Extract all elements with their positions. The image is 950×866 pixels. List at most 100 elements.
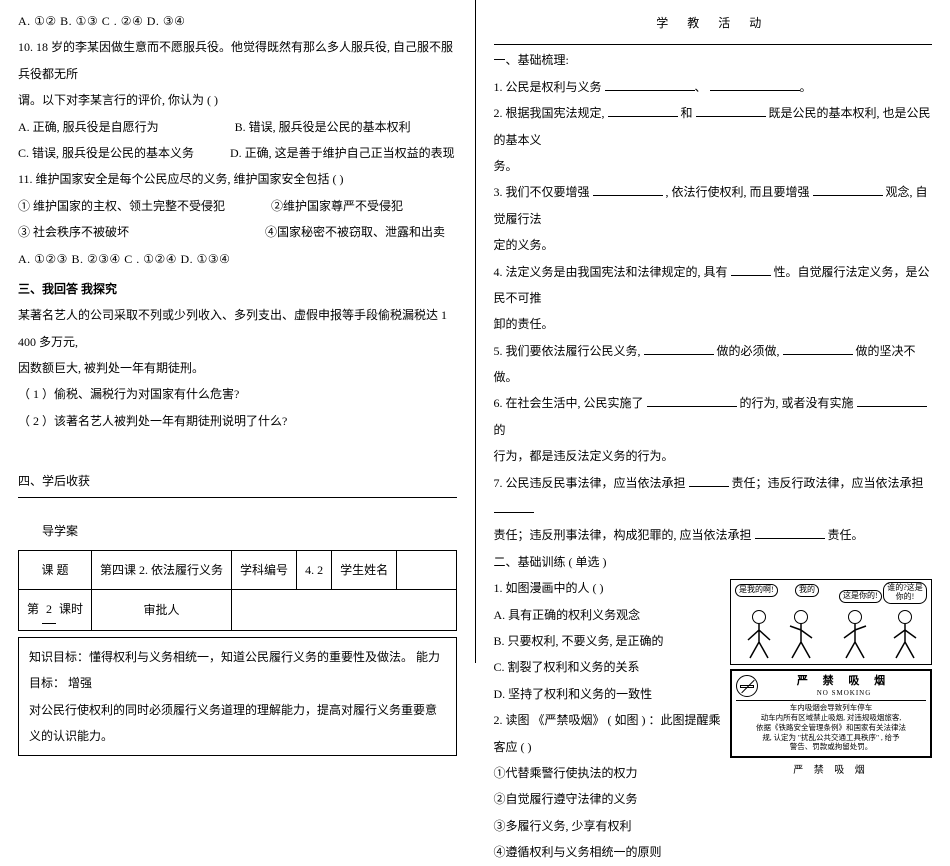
cell-student-blank[interactable] (397, 551, 456, 590)
sign-title-cn: 严 禁 吸 烟 (762, 674, 926, 689)
text: 对公民行使权利的同时必须履行义务道理的理解能力，提高对履行义务重要意义的认识能力… (29, 703, 437, 743)
q10-opt-c: C. 错误, 服兵役是公民的基本义务 (18, 146, 194, 160)
q11-options: A. ①②③ B. ②③④ C . ①②④ D. ①③④ (18, 246, 457, 272)
s3-p2: 因数额巨大, 被判处一年有期徒刑。 (18, 355, 457, 381)
line3b: 定的义务。 (494, 232, 933, 258)
text: 责任；违反刑事法律，构成犯罪的, 应当依法承担 (494, 528, 752, 542)
text: D. 坚持了权利和义务的一致性 (494, 687, 653, 701)
blank[interactable] (605, 79, 695, 91)
q11-item4: ④国家秘密不被窃取、泄露和出卖 (265, 225, 445, 239)
cell-topic-label: 课 题 (19, 551, 92, 590)
text: A. 具有正确的权利义务观念 (494, 608, 641, 622)
person-icon (745, 610, 773, 660)
text: 11. 维护国家安全是每个公民应尽的义务, 维护国家安全包括 ( ) (18, 172, 344, 186)
blank[interactable] (857, 395, 927, 407)
text: 三、我回答 我探究 (18, 282, 117, 296)
figure-group: 是我的啊! 我的 这是你的! 谁的?这是你的! (730, 579, 932, 782)
blank[interactable] (696, 105, 766, 117)
blank[interactable] (755, 527, 825, 539)
section-4-title: 四、学后收获 (18, 468, 457, 494)
text: 10. 18 岁的李某因做生意而不愿服兵役。他觉得既然有那么多人服兵役, 自己服… (18, 40, 453, 80)
person-icon (841, 610, 869, 660)
cell-code-label: 学科编号 (232, 551, 297, 590)
text: , 依法行使权利, 而且要增强 (666, 185, 810, 199)
divider (494, 44, 933, 45)
text: A. ①②③ B. ②③④ C . ①②④ D. ①③④ (18, 252, 230, 266)
comic-panel: 是我的啊! 我的 这是你的! 谁的?这是你的! (730, 579, 932, 665)
blank[interactable] (593, 184, 663, 196)
line4: 4. 法定义务是由我国宪法和法律规定的, 具有 性。自觉履行法定义务，是公民不可… (494, 259, 933, 312)
line2: 2. 根据我国宪法规定, 和 既是公民的基本权利, 也是公民的基本义 (494, 100, 933, 153)
text: 3. 我们不仅要增强 (494, 185, 590, 199)
blank[interactable] (689, 475, 729, 487)
s3-q2: （ 2 ）该著名艺人被判处一年有期徒刑说明了什么? (18, 408, 457, 434)
text: 5. 我们要依法履行公民义务, (494, 344, 641, 358)
text: 谓。以下对李某言行的评价, 你认为 ( ) (18, 93, 218, 107)
q11-item1: ① 维护国家的主权、领土完整不受侵犯 (18, 199, 225, 213)
blank[interactable] (813, 184, 883, 196)
t2-3: ③多履行义务, 少享有权利 (494, 813, 933, 839)
q10-opt-a: A. 正确, 服兵役是自愿行为 (18, 120, 159, 134)
text: 6. 在社会生活中, 公民实施了 (494, 396, 644, 410)
sec1-title: 一、基础梳理: (494, 47, 933, 73)
cell-student-label: 学生姓名 (332, 551, 397, 590)
speech-bubble: 谁的?这是你的! (883, 582, 927, 604)
text: 四、学后收获 (18, 474, 90, 488)
blank[interactable] (710, 79, 800, 91)
sec2-title: 二、基础训练 ( 单选 ) (494, 549, 933, 575)
right-title: 学 教 活 动 (494, 10, 933, 36)
s3-p1: 某著名艺人的公司采取不列或少列收入、多列支出、虚假申报等手段偷税漏税达 1 40… (18, 302, 457, 355)
q11-item3: ③ 社会秩序不被破坏 (18, 225, 129, 239)
text: C. 割裂了权利和义务的关系 (494, 660, 640, 674)
table-row: 课 题 第四课 2. 依法履行义务 学科编号 4. 2 学生姓名 (19, 551, 457, 590)
person-icon (787, 610, 815, 660)
divider (18, 497, 457, 498)
text: 和 (681, 106, 693, 120)
person-icon (891, 610, 919, 660)
q11-item2: ②维护国家尊严不受侵犯 (271, 199, 403, 213)
no-smoking-sign: 严 禁 吸 烟 NO SMOKING 车内吸烟会导致列车停车 动车内所有区域禁止… (730, 669, 932, 758)
no-smoking-icon (736, 675, 758, 697)
line6b: 行为，都是违反法定义务的行为。 (494, 443, 933, 469)
speech-bubble: 这是你的! (839, 590, 882, 603)
q10-opt-b: B. 错误, 服兵役是公民的基本权利 (235, 120, 411, 134)
line4b: 卸的责任。 (494, 311, 933, 337)
line3: 3. 我们不仅要增强 , 依法行使权利, 而且要增强 观念, 自觉履行法 (494, 179, 933, 232)
sign-caption: 严 禁 吸 烟 (730, 760, 932, 782)
blank[interactable] (731, 264, 771, 276)
speech-bubble: 是我的啊! (735, 584, 778, 597)
s3-q1: （ 1 ）偷税、漏税行为对国家有什么危害? (18, 381, 457, 407)
table-row: 第 2 课时 审批人 (19, 590, 457, 630)
blank[interactable] (494, 501, 534, 513)
text: 行为，都是违反法定义务的行为。 (494, 449, 674, 463)
text: 学 教 活 动 (656, 16, 769, 30)
speech-bubble: 我的 (795, 584, 819, 597)
text: 做的必须做, (717, 344, 780, 358)
goal-line1: 知识目标：懂得权利与义务相统一，知道公民履行义务的重要性及做法。 能力目标： 增… (29, 644, 446, 697)
text: 一、基础梳理: (494, 53, 569, 67)
blank[interactable] (644, 343, 714, 355)
sign-line: 警告、罚款或拘留处罚。 (736, 742, 926, 752)
cell-code-value: 4. 2 (297, 551, 332, 590)
line5: 5. 我们要依法履行公民义务, 做的必须做, 做的坚决不做。 (494, 338, 933, 391)
text: ①代替乘警行使执法的权力 (494, 766, 638, 780)
text: 课时 (59, 602, 83, 616)
cell-approver-label: 审批人 (92, 590, 232, 630)
text: 务。 (494, 159, 518, 173)
blank[interactable] (647, 395, 737, 407)
line1: 1. 公民是权利与义务 、 。 (494, 74, 933, 100)
text: ③多履行义务, 少享有权利 (494, 819, 632, 833)
text: 的行为, 或者没有实施 (740, 396, 854, 410)
q10-line1: 10. 18 岁的李某因做生意而不愿服兵役。他觉得既然有那么多人服兵役, 自己服… (18, 34, 457, 87)
text: 二、基础训练 ( 单选 ) (494, 555, 607, 569)
text: 2. 根据我国宪法规定, (494, 106, 605, 120)
text: B. 只要权利, 不要义务, 是正确的 (494, 634, 664, 648)
q10-opt-d: D. 正确, 这是善于维护自己正当权益的表现 (230, 146, 455, 160)
blank[interactable] (608, 105, 678, 117)
blank[interactable] (783, 343, 853, 355)
cell-period: 第 2 课时 (19, 590, 92, 630)
text: ②自觉履行遵守法律的义务 (494, 792, 638, 806)
cell-approver-blank[interactable] (232, 590, 456, 630)
t2-4: ④遵循权利与义务相统一的原则 (494, 839, 933, 865)
lesson-table: 课 题 第四课 2. 依法履行义务 学科编号 4. 2 学生姓名 第 2 课时 … (18, 550, 457, 631)
